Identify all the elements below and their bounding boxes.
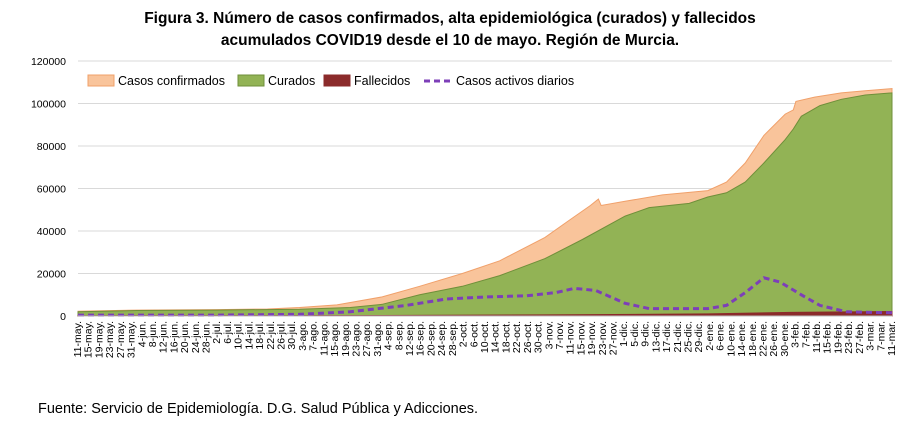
legend-casos-activos-diarios-label: Casos activos diarios — [456, 74, 574, 88]
x-tick-label: 3-ago. — [297, 321, 309, 351]
x-tick-label: 14-ene. — [736, 321, 748, 357]
chart-title-line-2: acumulados COVID19 desde el 10 de mayo. … — [220, 32, 680, 49]
x-tick-label: 8-sep. — [393, 321, 405, 350]
legend-fallecidos-label: Fallecidos — [354, 74, 410, 88]
x-tick-label: 14-jul. — [243, 321, 255, 350]
x-tick-label: 6-oct. — [468, 321, 480, 347]
y-tick-label: 80000 — [37, 141, 66, 153]
x-tick-label: 18-jul. — [254, 321, 266, 350]
x-tick-label: 11-may. — [72, 321, 84, 357]
chart-area: 0 20000 40000 60000 80000 100000 120000 11-may.… — [31, 56, 898, 358]
x-tick-label: 30-jul. — [286, 321, 298, 350]
x-tick-label: 15-ago. — [329, 321, 341, 357]
x-tick-label: 27-feb. — [854, 321, 866, 354]
x-tick-label: 31-ago. — [372, 321, 384, 357]
x-tick-label: 2-oct. — [458, 321, 470, 347]
x-tick-label: 15-feb. — [822, 321, 834, 354]
x-tick-label: 20-sep. — [425, 321, 437, 356]
y-tick-label: 60000 — [37, 184, 66, 196]
series-casos-activos-diarios — [78, 276, 893, 317]
x-tick-label: 7-nov. — [554, 321, 566, 349]
x-tick-label: 2-ene. — [704, 321, 716, 351]
legend-casos-confirmados-label: Casos confirmados — [118, 74, 225, 88]
x-tick-label: 21-dic. — [672, 321, 684, 353]
x-tick-label: 7-ago. — [308, 321, 320, 351]
legend-curados-swatch — [237, 74, 265, 87]
x-tick-label: 5-dic. — [629, 321, 641, 347]
legend-fallecidos-swatch — [323, 74, 351, 87]
x-tick-label: 3-feb. — [790, 321, 802, 348]
x-tick-label: 23-nov. — [597, 321, 609, 355]
series-curados — [77, 92, 893, 317]
legend-curados-label: Curados — [268, 74, 315, 88]
x-tick-label: 10-ene. — [725, 321, 737, 357]
x-tick-label: 31-may. — [126, 321, 138, 358]
x-tick-label: 26-jul. — [276, 321, 288, 350]
y-tick-label: 20000 — [37, 269, 66, 281]
x-tick-label: 8-jun. — [147, 321, 159, 347]
x-tick-label: 30-oct. — [533, 321, 545, 353]
chart-title-line-1: Figura 3. Número de casos confirmados, a… — [144, 10, 756, 27]
x-tick-label: 29-dic. — [693, 321, 705, 353]
x-tick-label: 22-oct. — [511, 321, 523, 353]
x-tick-label: 20-jun. — [179, 321, 191, 353]
x-tick-label: 25-dic. — [683, 321, 695, 353]
x-tick-label: 27-may. — [115, 321, 127, 358]
x-tick-label: 28-sep. — [447, 321, 459, 356]
x-tick-label: 19-feb. — [832, 321, 844, 354]
x-tick-label: 9-dic. — [640, 321, 652, 347]
x-tick-label: 27-ago. — [361, 321, 373, 357]
x-tick-label: 11-nov. — [565, 321, 577, 354]
x-tick-label: 10-jul. — [233, 321, 245, 350]
x-tick-label: 17-dic. — [661, 321, 673, 353]
x-tick-label: 16-jun. — [168, 321, 180, 353]
x-tick-label: 16-sep. — [415, 321, 427, 356]
x-tick-label: 11-mar. — [886, 321, 898, 356]
x-tick-label: 24-sep. — [436, 321, 448, 356]
x-tick-label: 15-may. — [83, 321, 95, 358]
y-tick-label: 120000 — [31, 56, 66, 68]
chart-title: Figura 3. Número de casos confirmados, a… — [0, 8, 900, 52]
x-tick-label: 11-feb. — [811, 321, 823, 353]
x-tick-label: 26-oct. — [522, 321, 534, 353]
x-tick-label: 18-ene. — [747, 321, 759, 357]
x-tick-label: 19-may. — [93, 321, 105, 358]
x-tick-label: 19-nov. — [586, 321, 598, 355]
x-tick-label: 27-nov. — [608, 321, 620, 355]
x-tick-label: 11-ago. — [318, 321, 330, 356]
x-tick-label: 3-mar. — [865, 321, 877, 351]
x-tick-label: 12-sep. — [404, 321, 416, 356]
x-tick-label: 3-nov. — [543, 321, 555, 349]
source-note: Fuente: Servicio de Epidemiología. D.G. … — [38, 401, 479, 417]
y-tick-label: 40000 — [37, 226, 66, 238]
x-tick-label: 10-oct. — [479, 321, 491, 353]
x-tick-label: 2-jul. — [211, 321, 223, 344]
x-tick-label: 18-oct. — [500, 321, 512, 353]
x-tick-label: 26-ene. — [768, 321, 780, 357]
x-tick-label: 28-jun. — [201, 321, 213, 353]
y-tick-label: 100000 — [31, 99, 66, 111]
x-tick-label: 23-feb. — [843, 321, 855, 354]
x-tick-label: 24-jun. — [190, 321, 202, 353]
x-tick-label: 4-sep. — [383, 321, 395, 350]
x-tick-label: 14-oct. — [490, 321, 502, 353]
x-tick-label: 7-feb. — [800, 321, 812, 348]
x-tick-label: 22-ene. — [758, 321, 770, 357]
legend-casos-confirmados-swatch — [87, 74, 115, 87]
x-tick-label: 23-ago. — [351, 321, 363, 357]
x-tick-label: 6-ene. — [715, 321, 727, 351]
x-tick-label: 1-dic. — [618, 321, 630, 347]
x-tick-label: 23-may. — [104, 321, 116, 358]
x-tick-label: 13-dic. — [650, 321, 662, 353]
y-tick-label: 0 — [60, 311, 66, 323]
x-tick-label: 6-jul. — [222, 321, 234, 344]
x-tick-label: 15-nov. — [575, 321, 587, 355]
x-tick-label: 22-jul. — [265, 321, 277, 350]
x-tick-label: 19-ago. — [340, 321, 352, 357]
x-tick-label: 4-jun. — [136, 321, 148, 347]
x-tick-label: 7-mar. — [875, 321, 887, 351]
x-tick-label: 12-jun. — [158, 321, 170, 353]
x-tick-label: 30-ene. — [779, 321, 791, 357]
